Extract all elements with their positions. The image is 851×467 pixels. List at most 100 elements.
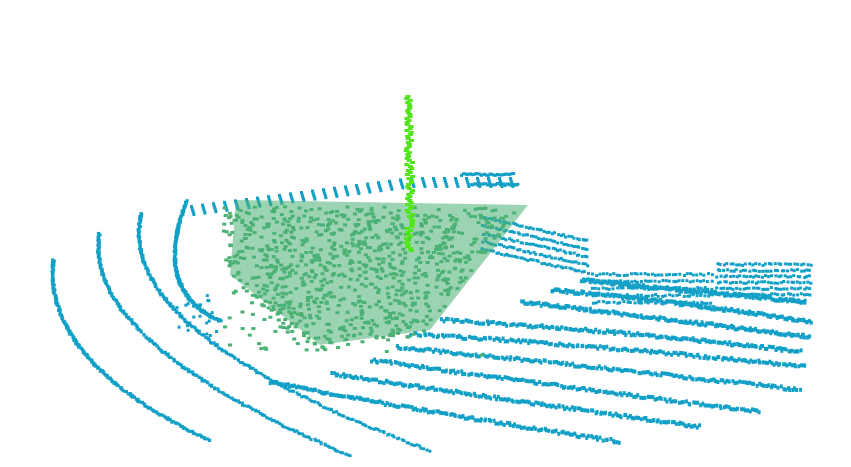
ground-point xyxy=(750,328,754,333)
ground-point xyxy=(761,263,765,267)
ground-point xyxy=(708,403,712,408)
ground-point xyxy=(511,185,515,188)
pole-point xyxy=(407,199,413,202)
ground-point xyxy=(738,287,742,291)
ground-point xyxy=(410,405,414,410)
ground-point xyxy=(422,408,426,413)
ground-point xyxy=(682,294,686,298)
segment-point xyxy=(346,333,351,337)
ground-point xyxy=(269,417,273,421)
ground-point xyxy=(724,306,728,311)
ground-point xyxy=(411,407,415,412)
segment-point xyxy=(299,226,304,230)
ground-point xyxy=(430,332,434,337)
segment-point xyxy=(412,276,417,280)
ground-point xyxy=(752,327,756,332)
segment-point xyxy=(408,325,412,329)
ground-point xyxy=(410,346,414,351)
ground-point xyxy=(564,259,568,263)
segment-point xyxy=(280,285,285,289)
ground-point xyxy=(367,188,371,192)
ground-point xyxy=(484,182,488,186)
ground-point xyxy=(556,241,560,245)
segment-point xyxy=(438,243,443,247)
ground-point xyxy=(555,325,559,330)
ground-point xyxy=(454,318,458,323)
ground-point xyxy=(778,297,782,301)
ground-point xyxy=(116,384,120,388)
pole-point xyxy=(404,117,410,120)
ground-point xyxy=(438,366,441,371)
ground-point xyxy=(700,320,704,325)
ground-point xyxy=(744,327,748,332)
ground-point xyxy=(573,431,577,436)
segment-point xyxy=(314,297,319,301)
ground-point xyxy=(692,400,696,405)
ground-point xyxy=(562,343,566,348)
ground-point xyxy=(470,183,473,187)
ground-point xyxy=(212,204,216,208)
ground-point xyxy=(580,270,584,274)
ground-point xyxy=(764,269,768,273)
segment-point xyxy=(342,213,347,217)
ground-point xyxy=(738,274,742,278)
segment-point xyxy=(370,319,375,322)
segment-point xyxy=(235,272,240,276)
ground-point xyxy=(137,226,141,230)
segment-point xyxy=(390,317,395,321)
segment-point xyxy=(458,258,463,262)
ground-point xyxy=(513,422,516,427)
ground-point xyxy=(289,428,293,432)
pole-point xyxy=(409,191,415,194)
segment-point xyxy=(412,206,417,210)
segment-point xyxy=(269,281,274,285)
ground-point xyxy=(673,335,677,340)
ground-point xyxy=(725,378,729,383)
ground-point xyxy=(779,384,783,389)
ground-point xyxy=(481,182,485,186)
ground-point xyxy=(52,279,55,282)
segment-point xyxy=(383,309,388,312)
ground-point xyxy=(646,301,650,305)
segment-point xyxy=(443,288,448,292)
ground-point xyxy=(98,369,102,373)
ground-point xyxy=(487,177,490,180)
segment-point xyxy=(320,272,325,276)
ground-point xyxy=(206,298,210,302)
pole-point xyxy=(405,197,411,200)
ground-point xyxy=(729,407,733,412)
ground-point xyxy=(547,342,551,347)
ground-point xyxy=(534,243,538,247)
segment-point xyxy=(296,219,301,223)
ground-point xyxy=(388,181,392,185)
ground-point xyxy=(557,233,561,237)
ground-point xyxy=(712,305,716,310)
ground-point xyxy=(498,177,501,180)
ground-point xyxy=(432,179,436,182)
ground-point xyxy=(695,377,699,382)
ground-point xyxy=(508,183,512,187)
ground-point xyxy=(638,349,642,354)
ground-point xyxy=(176,232,180,236)
segment-point xyxy=(228,343,232,347)
ground-point xyxy=(212,202,215,206)
ground-point xyxy=(520,224,524,228)
ground-point xyxy=(449,368,453,373)
ground-point xyxy=(688,374,692,379)
ground-point xyxy=(480,337,483,342)
segment-point xyxy=(399,240,404,244)
ground-point xyxy=(545,382,549,387)
ground-point xyxy=(509,355,513,360)
ground-point xyxy=(344,187,348,191)
ground-point xyxy=(632,416,636,421)
segment-point xyxy=(363,243,368,246)
segment-point xyxy=(448,213,453,217)
ground-point xyxy=(678,286,682,289)
ground-point xyxy=(176,223,180,227)
ground-point xyxy=(748,295,752,300)
ground-point xyxy=(512,322,516,327)
ground-point xyxy=(509,177,512,180)
ground-point xyxy=(691,321,695,326)
